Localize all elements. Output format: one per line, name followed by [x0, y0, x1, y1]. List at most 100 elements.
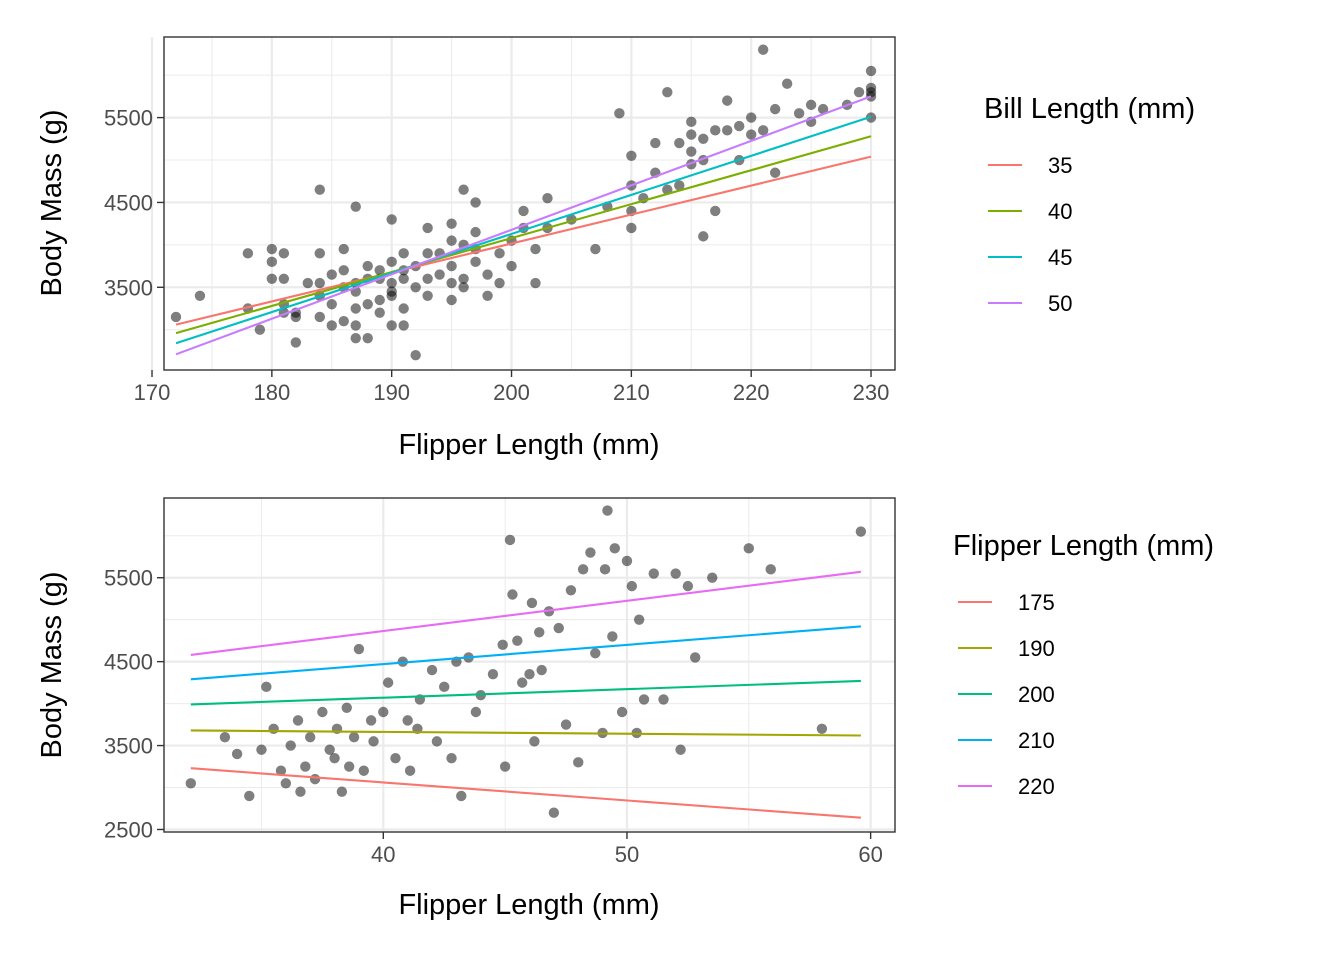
data-point — [302, 277, 314, 289]
plot-border-1 — [163, 36, 896, 371]
data-point — [529, 736, 540, 747]
data-point — [386, 320, 397, 331]
data-point — [648, 568, 659, 579]
data-point — [341, 702, 352, 713]
legend-item-45: 45 — [988, 245, 1072, 270]
y-axis-1: 3500 4500 5500 — [104, 106, 164, 300]
lines-1 — [175, 95, 872, 356]
data-point — [626, 222, 637, 234]
data-point — [290, 337, 302, 348]
data-point — [314, 311, 325, 323]
data-point — [674, 180, 685, 191]
legend-label-220: 220 — [1018, 774, 1055, 799]
data-point — [314, 277, 325, 289]
data-point — [266, 273, 278, 284]
data-point — [194, 290, 206, 301]
series-line-40 — [175, 135, 872, 335]
data-point — [590, 243, 601, 255]
plot-border-2 — [163, 497, 896, 833]
x-tick-label: 210 — [613, 380, 650, 405]
data-point — [446, 260, 457, 272]
data-point — [254, 324, 266, 335]
data-point — [353, 643, 365, 655]
x-axis-title-1: Flipper Length (mm) — [398, 429, 659, 461]
x-tick-label: 40 — [371, 842, 395, 867]
series-line-210 — [190, 625, 861, 681]
legend-item-200: 200 — [958, 682, 1055, 707]
legend-2: Flipper Length (mm) 175 190 200 210 220 — [953, 530, 1214, 799]
data-point — [365, 715, 377, 726]
x-axis-1: 170 180 190 200 210 220 230 — [134, 370, 889, 405]
data-point — [769, 103, 781, 115]
data-point — [292, 715, 304, 726]
data-point — [507, 589, 518, 600]
data-point — [358, 765, 370, 776]
data-point — [431, 736, 443, 747]
data-point — [336, 786, 348, 797]
data-point — [497, 639, 508, 651]
data-point — [506, 260, 517, 272]
x-tick-label: 50 — [615, 842, 639, 867]
data-point — [446, 218, 457, 229]
y-axis-title-1: Body Mass (g) — [36, 110, 68, 297]
data-point — [231, 748, 243, 760]
data-point — [386, 256, 397, 268]
data-point — [398, 273, 409, 284]
data-point — [682, 580, 694, 592]
y-tick-label: 3500 — [104, 734, 153, 759]
data-point — [638, 694, 650, 705]
data-point — [781, 78, 793, 89]
data-point — [765, 564, 776, 575]
data-point — [516, 677, 528, 688]
data-point — [482, 290, 493, 301]
legend-1: Bill Length (mm) 35 40 45 50 — [984, 93, 1195, 316]
data-point — [614, 108, 625, 119]
data-point — [242, 248, 254, 259]
data-point — [602, 505, 613, 516]
data-point — [244, 790, 255, 802]
data-point — [745, 129, 757, 140]
y-tick-label: 4500 — [104, 190, 153, 215]
data-point — [621, 555, 633, 567]
points-2 — [185, 505, 867, 818]
data-point — [670, 568, 681, 579]
data-point — [338, 316, 349, 327]
data-point — [350, 303, 361, 314]
data-point — [662, 86, 673, 98]
legend-item-220: 220 — [958, 774, 1055, 799]
data-point — [446, 277, 457, 289]
data-point — [585, 547, 596, 558]
data-point — [326, 269, 337, 280]
data-point — [374, 265, 385, 276]
data-point — [530, 243, 541, 255]
data-point — [633, 614, 645, 625]
data-point — [280, 778, 292, 789]
y-tick-label: 5500 — [104, 566, 153, 591]
legend-item-175: 175 — [958, 590, 1055, 615]
legend-label-200: 200 — [1018, 682, 1055, 707]
x-tick-label: 190 — [373, 380, 410, 405]
data-point — [686, 116, 697, 128]
data-point — [268, 723, 279, 734]
data-point — [314, 184, 325, 195]
data-point — [309, 773, 321, 785]
data-point — [402, 715, 413, 726]
legend-item-50: 50 — [988, 291, 1072, 316]
data-point — [698, 133, 709, 145]
data-point — [422, 248, 433, 259]
x-tick-label: 180 — [253, 380, 290, 405]
data-point — [434, 269, 445, 280]
data-point — [386, 277, 397, 289]
data-point — [686, 146, 697, 157]
data-point — [487, 669, 499, 680]
y-axis-2: 2500 3500 4500 5500 — [104, 566, 164, 842]
data-point — [518, 205, 529, 217]
data-point — [512, 635, 523, 646]
data-point — [446, 294, 457, 306]
data-point — [793, 108, 805, 119]
data-point — [170, 311, 182, 323]
data-point — [855, 526, 867, 537]
series-line-190 — [190, 729, 861, 737]
y-tick-label: 4500 — [104, 650, 153, 675]
data-point — [300, 761, 311, 772]
